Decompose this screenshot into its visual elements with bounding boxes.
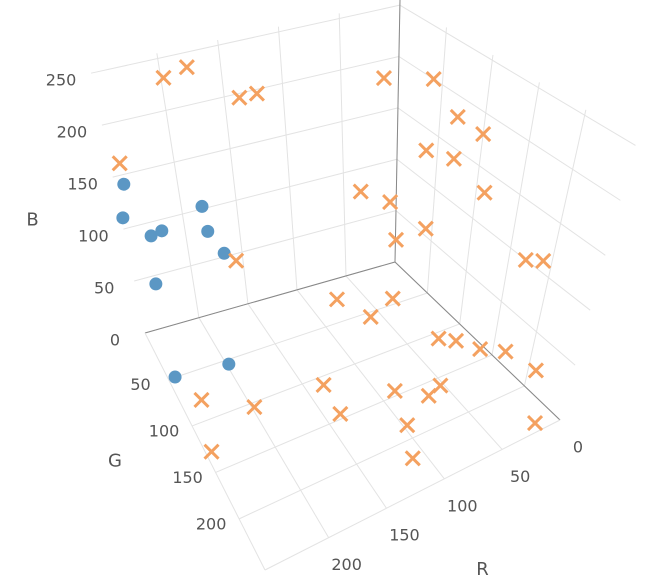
y-tick-label: 200: [196, 514, 227, 533]
point: [497, 343, 514, 360]
grid-line: [459, 54, 494, 325]
point: [417, 220, 434, 237]
point: [352, 183, 369, 200]
x-tick-label: 150: [389, 526, 420, 545]
point: [111, 155, 128, 172]
y-tick-label: 150: [172, 468, 203, 487]
axis-edge: [264, 419, 561, 571]
grid-line: [123, 158, 398, 230]
points: [111, 59, 552, 467]
point: [420, 387, 437, 404]
z-tick-label: 50: [94, 279, 114, 298]
z-tick-label: 200: [57, 123, 88, 142]
axis-edge: [144, 332, 266, 571]
grid-line: [397, 107, 606, 256]
point: [332, 405, 349, 423]
grid-line: [523, 109, 587, 387]
point: [472, 341, 489, 358]
point: [375, 69, 393, 87]
grid-line: [238, 385, 525, 520]
point: [201, 224, 215, 238]
point: [168, 370, 182, 384]
grid-line: [345, 275, 503, 450]
grid-line: [168, 292, 428, 380]
grid-line: [296, 289, 445, 480]
y-tick-label: 50: [130, 375, 150, 394]
point: [535, 252, 552, 269]
point: [362, 308, 379, 325]
point: [382, 193, 399, 211]
grid-line: [395, 210, 576, 366]
point: [449, 108, 466, 126]
axis-edge: [394, 261, 561, 421]
grid-line: [191, 323, 460, 427]
point: [404, 450, 421, 467]
point: [445, 150, 462, 167]
point: [418, 142, 435, 159]
axis-edge: [394, 0, 401, 263]
point: [217, 246, 231, 260]
point: [228, 252, 245, 269]
point: [248, 85, 265, 102]
point: [527, 362, 544, 379]
grid-line: [396, 158, 591, 311]
z-tick-label: 250: [46, 71, 77, 90]
x-axis-title: R: [476, 559, 489, 576]
point: [328, 291, 346, 308]
z-tick-label: 0: [110, 331, 120, 350]
point: [155, 224, 169, 238]
point: [203, 443, 220, 460]
grid-line: [247, 303, 387, 509]
axis-edge: [144, 261, 396, 334]
point: [476, 184, 493, 201]
point: [193, 391, 210, 409]
grid-line: [491, 82, 540, 356]
point: [425, 71, 442, 88]
point: [116, 211, 130, 225]
grid: [90, 0, 636, 571]
grid-line: [426, 27, 447, 294]
point: [430, 330, 447, 347]
point: [384, 290, 401, 307]
y-tick-label: 100: [149, 421, 180, 440]
z-tick-label: 100: [78, 227, 109, 246]
point: [526, 414, 544, 432]
point: [155, 69, 172, 86]
point: [195, 199, 209, 213]
grid-line: [277, 26, 298, 290]
x-tick-label: 0: [573, 438, 583, 457]
point: [117, 177, 131, 191]
point: [246, 399, 263, 416]
point: [222, 357, 236, 371]
grid-line: [198, 317, 330, 538]
point: [447, 332, 465, 349]
grid-line: [399, 4, 636, 146]
point: [387, 231, 405, 248]
point: [149, 277, 163, 291]
grid-line: [134, 210, 397, 282]
z-axis-title: B: [26, 210, 38, 231]
point: [144, 229, 158, 243]
grid-line: [215, 354, 493, 473]
grid-line: [90, 4, 401, 74]
x-tick-label: 50: [510, 467, 530, 486]
grid-line: [101, 56, 400, 126]
point: [517, 251, 534, 268]
y-axis-title: G: [108, 451, 122, 472]
x-tick-label: 100: [447, 496, 478, 515]
point: [231, 89, 248, 106]
point: [475, 125, 492, 143]
point: [178, 59, 195, 76]
point: [315, 376, 332, 393]
grid-line: [338, 13, 347, 276]
grid-line: [156, 53, 200, 318]
z-tick-label: 150: [67, 175, 98, 194]
x-tick-label: 200: [331, 555, 362, 574]
grid-line: [217, 39, 249, 304]
point: [399, 417, 416, 434]
point: [386, 382, 403, 400]
grid-line: [112, 107, 399, 178]
